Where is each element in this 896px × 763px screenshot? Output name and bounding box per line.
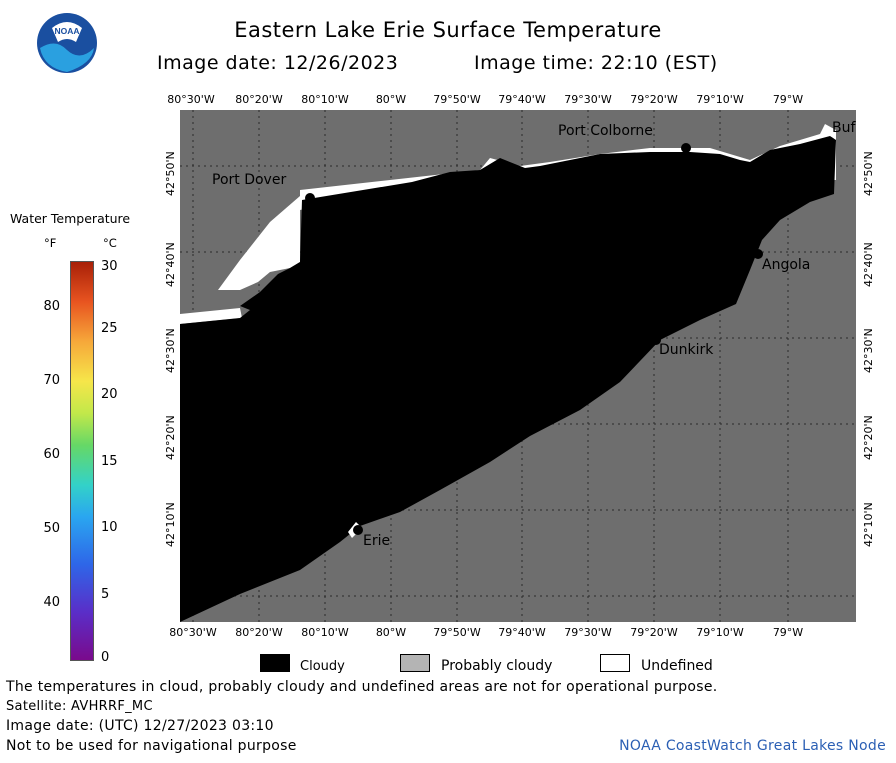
port-dover-marker <box>305 193 315 203</box>
dunkirk-marker <box>651 335 661 345</box>
colorbar-tick-c: 15 <box>101 454 118 469</box>
noaa-logo-text: NOAA <box>54 26 79 36</box>
lat-label-left: 42°30'N <box>164 328 177 373</box>
city-label-angola: Angola <box>762 257 811 273</box>
legend-label-probably-cloudy: Probably cloudy <box>441 658 553 674</box>
lon-label-top: 80°30'W <box>167 93 215 106</box>
temperature-colorbar <box>70 261 94 661</box>
city-label-dunkirk: Dunkirk <box>659 342 714 358</box>
lat-label-left: 42°40'N <box>164 242 177 287</box>
colorbar-tick-c: 20 <box>101 387 118 402</box>
colorbar-tick-c: 10 <box>101 520 118 535</box>
lon-label-top: 79°30'W <box>564 93 612 106</box>
lon-label-top: 79°W <box>772 93 804 106</box>
map-title: Eastern Lake Erie Surface Temperature <box>234 18 662 42</box>
buffalo-marker <box>825 137 835 147</box>
footer-disclaimer: The temperatures in cloud, probably clou… <box>6 679 718 695</box>
lon-label-top: 79°40'W <box>498 93 546 106</box>
colorbar-tick-f: 40 <box>43 595 60 610</box>
city-label-erie: Erie <box>363 533 391 549</box>
lat-label-left: 42°50'N <box>164 151 177 196</box>
colorbar-tick-c: 30 <box>101 259 118 274</box>
lat-label-right: 42°30'N <box>862 328 875 373</box>
legend-swatch-undefined <box>600 654 630 672</box>
image-date: Image date: 12/26/2023 <box>157 52 399 74</box>
legend-swatch-cloudy <box>260 654 290 672</box>
port-colborne-marker <box>681 143 691 153</box>
lon-label-bottom: 80°20'W <box>235 626 283 639</box>
legend-swatch-probably-cloudy <box>400 654 430 672</box>
lon-label-bottom: 80°10'W <box>301 626 349 639</box>
colorbar-tick-f: 50 <box>43 521 60 536</box>
colorbar-tick-c: 25 <box>101 321 118 336</box>
legend-label-cloudy: Cloudy <box>300 659 345 674</box>
city-label-buffalo: Buf <box>832 120 856 136</box>
footer-utc-date: Image date: (UTC) 12/27/2023 03:10 <box>6 718 274 734</box>
image-time: Image time: 22:10 (EST) <box>474 52 718 74</box>
lat-label-right: 42°20'N <box>862 415 875 460</box>
lat-label-right: 42°10'N <box>862 502 875 547</box>
lon-label-bottom: 79°W <box>772 626 804 639</box>
lon-label-bottom: 80°W <box>375 626 407 639</box>
lon-label-bottom: 79°40'W <box>498 626 546 639</box>
footer-navigation: Not to be used for navigational purpose <box>6 738 297 754</box>
colorbar-unit-c: °C <box>103 236 117 250</box>
lon-label-bottom: 80°30'W <box>169 626 217 639</box>
erie-marker <box>353 525 363 535</box>
lon-label-bottom: 79°10'W <box>696 626 744 639</box>
colorbar-title: Water Temperature <box>10 211 131 226</box>
angola-marker <box>753 249 763 259</box>
lat-label-left: 42°20'N <box>164 415 177 460</box>
lon-label-top: 79°20'W <box>630 93 678 106</box>
lon-label-top: 79°50'W <box>433 93 481 106</box>
city-label-port-dover: Port Dover <box>212 172 287 188</box>
colorbar-tick-c: 0 <box>101 650 110 665</box>
lon-label-top: 80°10'W <box>301 93 349 106</box>
lon-label-bottom: 79°30'W <box>564 626 612 639</box>
lon-label-top: 79°10'W <box>696 93 744 106</box>
lon-label-bottom: 79°20'W <box>630 626 678 639</box>
noaa-logo: NOAA <box>37 13 97 73</box>
colorbar-tick-f: 80 <box>43 299 60 314</box>
colorbar-unit-f: °F <box>44 236 57 250</box>
lon-label-bottom: 79°50'W <box>433 626 481 639</box>
footer-satellite: Satellite: AVHRRF_MC <box>6 699 153 714</box>
colorbar-tick-f: 60 <box>43 447 60 462</box>
colorbar-tick-f: 70 <box>43 373 60 388</box>
lat-label-left: 42°10'N <box>164 502 177 547</box>
colorbar-tick-c: 5 <box>101 587 110 602</box>
lat-label-right: 42°50'N <box>862 151 875 196</box>
city-label-port-colborne: Port Colborne <box>558 123 653 139</box>
footer-credit: NOAA CoastWatch Great Lakes Node <box>619 738 886 754</box>
cloud-area <box>180 136 836 622</box>
lat-label-right: 42°40'N <box>862 242 875 287</box>
legend-label-undefined: Undefined <box>641 658 713 674</box>
lon-label-top: 80°W <box>375 93 407 106</box>
map-panel <box>180 110 856 622</box>
lon-label-top: 80°20'W <box>235 93 283 106</box>
